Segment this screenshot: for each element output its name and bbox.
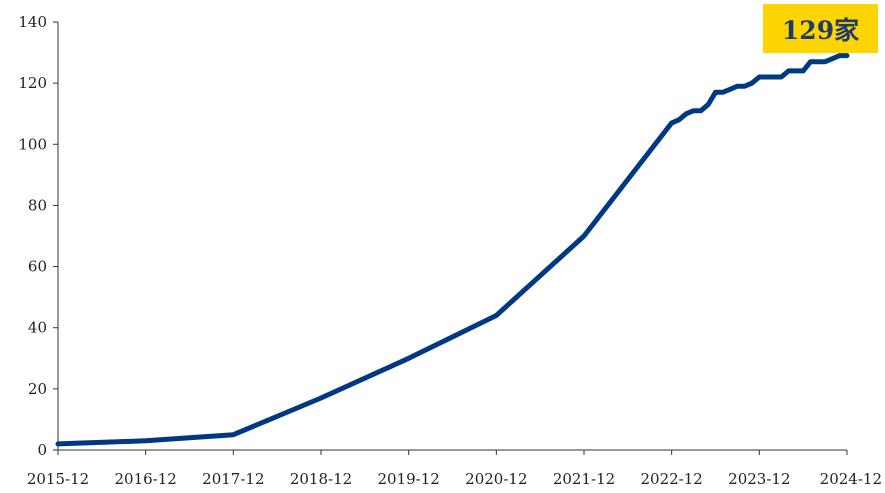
x-tick-label: 2023-12: [728, 470, 790, 488]
y-tick-label: 0: [37, 441, 47, 459]
y-tick-label: 20: [28, 380, 47, 398]
y-tick-label: 100: [18, 135, 47, 153]
y-tick-label: 140: [18, 13, 47, 31]
y-tick-label: 120: [18, 74, 47, 92]
y-tick-label: 40: [28, 319, 47, 337]
series-line-0: [55, 53, 850, 447]
x-axis-ticks: 2015-12 2016-12 2017-12 2018-12 2019-12 2020-…: [27, 450, 882, 488]
latest-value-text: 129家: [781, 15, 860, 45]
x-tick-label: 2017-12: [202, 470, 264, 488]
y-tick-label: 80: [28, 196, 47, 214]
x-tick-label: 2020-12: [465, 470, 527, 488]
x-tick-label: 2019-12: [377, 470, 439, 488]
y-axis-ticks: 0 20 40 60 80 100 120 140: [18, 13, 58, 459]
latest-value-annotation: 129家: [763, 4, 878, 53]
x-tick-label: 2024-12: [820, 470, 882, 488]
series-layer: [55, 53, 850, 447]
x-tick-label: 2022-12: [640, 470, 702, 488]
x-tick-label: 2016-12: [114, 470, 176, 488]
x-tick-label: 2021-12: [553, 470, 615, 488]
y-tick-label: 60: [28, 258, 47, 276]
x-tick-label: 2015-12: [27, 470, 89, 488]
x-tick-label: 2018-12: [290, 470, 352, 488]
